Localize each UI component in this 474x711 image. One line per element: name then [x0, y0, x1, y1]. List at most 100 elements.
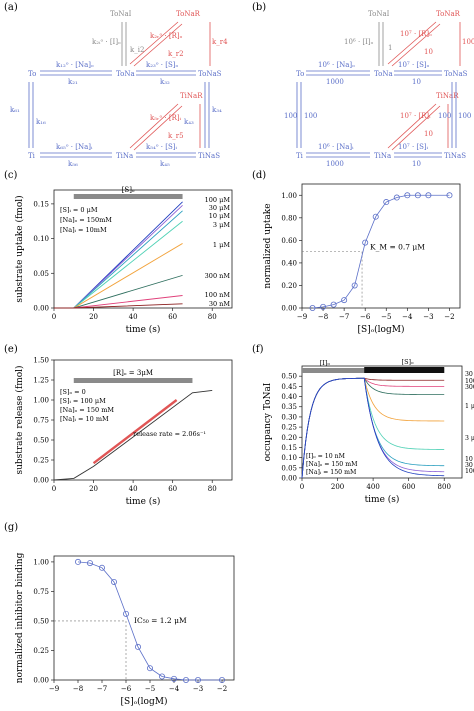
series-label: 10 μM [465, 456, 474, 463]
panel-label-e: (e) [4, 344, 18, 355]
rate-label: release rate = 2.06s⁻¹ [133, 430, 206, 438]
node-tinar: TiNaR [436, 92, 459, 100]
node-tonai: ToNaI [110, 10, 132, 18]
x-tick-label: 800 [438, 483, 451, 491]
edge-tona-tonai-down: 1 [388, 44, 392, 52]
x-tick-label: 40 [129, 313, 138, 321]
stimulus-bar [73, 194, 183, 199]
substrate-label: [S]ₒ [402, 358, 415, 366]
data-point [446, 192, 453, 199]
edge-tona-tonai-up: k₂ᵢᵒ · [I]ₒ [92, 38, 121, 46]
edge-to-ti-b: 100 [304, 112, 317, 120]
x-tick-label: 80 [208, 485, 217, 493]
node-tonas: ToNaS [198, 70, 222, 78]
series-label: 30 nM [209, 300, 231, 308]
data-point [351, 282, 358, 289]
node-to: To [296, 70, 304, 78]
x-tick-label: 0 [300, 483, 304, 491]
data-point [146, 665, 153, 672]
series-label: 300 nM [465, 384, 474, 391]
data-point [111, 578, 118, 585]
series-label: 30 μM [209, 204, 231, 212]
data-point [425, 192, 432, 199]
edge-ti-tina-fwd: k₆₅ᵒ · [Na]ᵢ [56, 143, 93, 151]
series-label: 3 μM [465, 435, 474, 442]
series-line [53, 389, 213, 481]
edge-ti-tina-rev: k₅₆ [68, 160, 78, 168]
kinetic-scheme-a: ToNaI ToNaR To ToNa ToNaS TiNaR Ti TiNa … [10, 10, 228, 168]
y-tick-label: 0.20 [281, 434, 297, 442]
x-tick-label: −4 [169, 685, 180, 693]
edge-tona-tonar-fwd: 10⁷ · [R]ₒ [400, 30, 432, 38]
x-axis-label: time (s) [365, 494, 400, 505]
data-point [330, 301, 337, 308]
annotation: IC₅₀ = 1.2 μM [134, 616, 187, 625]
node-ti: Ti [296, 152, 304, 160]
data-point [75, 558, 82, 565]
plot-frame [301, 183, 461, 309]
x-tick-label: −8 [73, 685, 83, 693]
y-tick-label: 0.80 [281, 214, 297, 222]
edge-tina-tinas-fwd: 10⁷ · [S]ᵢ [398, 143, 429, 151]
x-tick-label: 0 [52, 313, 56, 321]
y-tick-label: 0.10 [33, 235, 49, 243]
edge-tona-tonar-fwd: k₂ᵣᵒ · [R]ₒ [150, 32, 183, 40]
data-point [372, 213, 379, 220]
edge-tina-tinar-rev: 10 [424, 130, 433, 138]
x-axis-label: [S]ₒ(logM) [358, 324, 405, 335]
annotation: [Na]ₒ = 150mM [60, 216, 112, 224]
edge-tona-tonar-rev: k_r2 [168, 50, 184, 58]
chart-c: 0 20 40 60 80 0.00 0.05 0.10 0.15 time (s) substra… [14, 186, 233, 335]
edge-tina-tinas-fwd: k₅₄ᵒ · [S]ᵢ [146, 143, 177, 151]
x-tick-label: 0 [52, 485, 56, 493]
y-tick-label: 0.40 [281, 393, 297, 401]
x-tick-label: 200 [331, 483, 344, 491]
series-line [54, 243, 183, 309]
node-tonas: ToNaS [444, 70, 468, 78]
y-tick-label: 0.00 [281, 475, 297, 483]
edge-tona-tonas-rev: 10 [412, 78, 421, 86]
edge-tina-tinar-rev: k_r5 [168, 132, 184, 140]
series-label: 100 μM [205, 196, 231, 204]
y-tick-label: 0.10 [281, 454, 297, 462]
node-tona: ToNa [116, 70, 135, 78]
edge-ti-tina-rev: 1000 [326, 160, 344, 168]
edge-to-ti-up: k₆₁ [10, 106, 20, 114]
data-point [383, 199, 390, 206]
y-axis-label: substrate release (fmol) [14, 365, 25, 474]
data-point [158, 673, 165, 680]
x-tick-label: −4 [402, 313, 413, 321]
fit-curve [312, 194, 450, 309]
y-tick-label: 0.50 [33, 617, 49, 625]
y-tick-label: 0.00 [33, 305, 49, 313]
edge-tona-tonai-down: k_i2 [130, 46, 144, 54]
x-tick-label: 60 [168, 313, 177, 321]
node-tonar: ToNaR [176, 10, 201, 18]
edge-to-ti-down: k₁₆ [36, 118, 46, 126]
y-tick-label: 0.15 [281, 444, 297, 452]
edge-tina-tinas-rev: 10 [412, 160, 421, 168]
y-tick-label: 1.00 [33, 397, 49, 405]
x-tick-label: 400 [366, 483, 379, 491]
annotation: [I]ₒ = 10 nM [306, 453, 346, 460]
node-tona: ToNa [374, 70, 393, 78]
chart-f: 0 200 400 600 800 0.00 0.05 0.10 0.15 0.20 0.25 0.3… [263, 358, 474, 505]
edge-to-tona-fwd: 10⁶ · [Na]ₒ [318, 61, 355, 69]
node-tina: TiNa [116, 152, 133, 160]
data-point [134, 643, 141, 650]
y-tick-label: 1.25 [33, 377, 49, 385]
y-axis-label: normalized inhibitor binding [15, 552, 25, 683]
data-point [194, 677, 201, 684]
edge-tonas-tinas-up: k₃₄ [212, 106, 222, 114]
chart-g: −9 −8 −7 −6 −5 −4 −3 −2 0.00 0.25 0.50 0.75 1.00 [S]ₒ… [15, 552, 235, 707]
edge-tonas-tinas-b: 100 [438, 112, 451, 120]
edge-tina-tinas-rev: k₄₅ [160, 160, 170, 168]
series-label: 100 μM [465, 468, 474, 475]
y-axis-label: occupancy ToNaI [263, 382, 273, 461]
x-tick-label: −9 [297, 313, 307, 321]
x-tick-label: −3 [423, 313, 433, 321]
panel-label-f: (f) [252, 344, 264, 355]
y-tick-label: 0.25 [33, 457, 49, 465]
x-axis-label: [S]ₒ(logM) [121, 696, 168, 707]
